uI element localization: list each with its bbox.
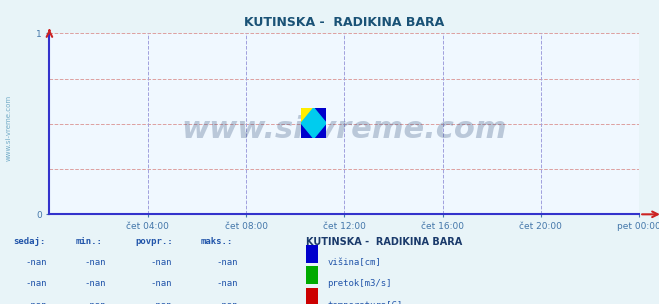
Text: -nan: -nan: [151, 279, 172, 288]
Text: -nan: -nan: [85, 258, 106, 267]
Polygon shape: [301, 108, 314, 123]
Text: KUTINSKA -  RADIKINA BARA: KUTINSKA - RADIKINA BARA: [306, 237, 463, 247]
Text: maks.:: maks.:: [201, 237, 233, 246]
Text: -nan: -nan: [85, 301, 106, 304]
Text: -nan: -nan: [151, 301, 172, 304]
Text: temperatura[C]: temperatura[C]: [328, 301, 403, 304]
Text: -nan: -nan: [217, 301, 238, 304]
Text: višina[cm]: višina[cm]: [328, 258, 382, 267]
Text: pretok[m3/s]: pretok[m3/s]: [328, 279, 392, 288]
Text: -nan: -nan: [26, 279, 47, 288]
Text: min.:: min.:: [76, 237, 103, 246]
Bar: [306, 266, 318, 284]
Text: -nan: -nan: [151, 258, 172, 267]
Text: -nan: -nan: [26, 301, 47, 304]
Title: KUTINSKA -  RADIKINA BARA: KUTINSKA - RADIKINA BARA: [244, 16, 444, 29]
Polygon shape: [301, 108, 326, 138]
Text: -nan: -nan: [217, 258, 238, 267]
Text: www.si-vreme.com: www.si-vreme.com: [181, 115, 507, 144]
Text: -nan: -nan: [26, 258, 47, 267]
Text: www.si-vreme.com: www.si-vreme.com: [5, 95, 11, 161]
Bar: [306, 288, 318, 304]
Bar: [306, 245, 318, 263]
Polygon shape: [301, 108, 326, 138]
Text: -nan: -nan: [85, 279, 106, 288]
Text: povpr.:: povpr.:: [135, 237, 173, 246]
Text: sedaj:: sedaj:: [13, 237, 45, 246]
Text: -nan: -nan: [217, 279, 238, 288]
